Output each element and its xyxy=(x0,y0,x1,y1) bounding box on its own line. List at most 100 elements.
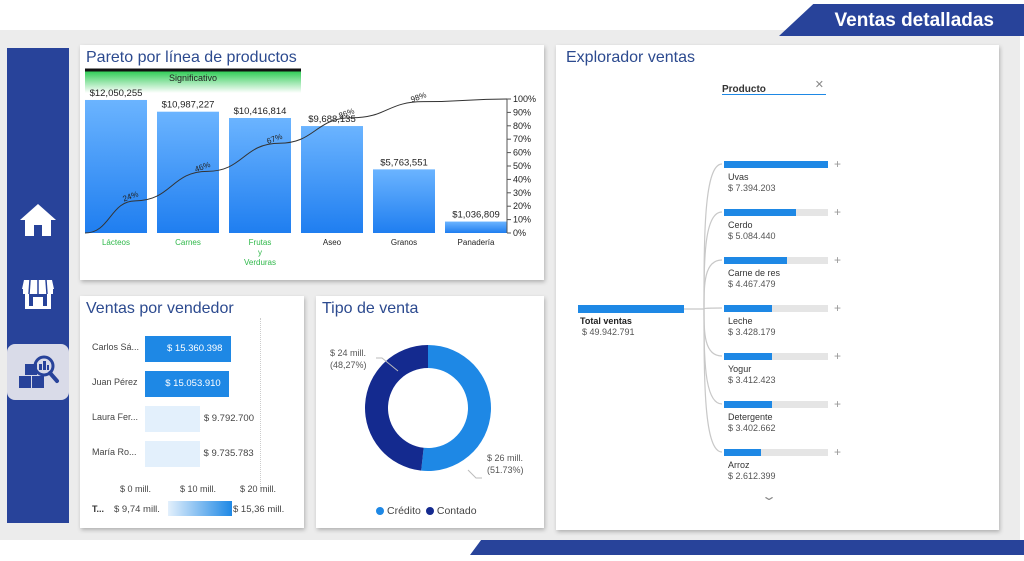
legend-dot-contado xyxy=(425,507,434,515)
leader-line-contado xyxy=(376,357,399,372)
vendedor-value: $ 15.360.398 xyxy=(167,343,223,354)
bottom-accent-bar xyxy=(470,540,1024,555)
pct-tick-label: 90% xyxy=(513,107,531,117)
pareto-value-label: $10,987,227 xyxy=(162,100,215,111)
vendedor-row[interactable]: Laura Fer... $ 9.792.700 xyxy=(80,404,300,434)
home-icon xyxy=(20,204,56,236)
tipo-venta-title: Tipo de venta xyxy=(322,300,419,317)
pareto-value-label: $10,416,814 xyxy=(234,106,287,117)
tree-bar-track xyxy=(724,401,828,408)
pareto-bar xyxy=(301,126,363,233)
axis-tick-10: $ 10 mill. xyxy=(180,484,217,494)
tree-bar[interactable] xyxy=(724,305,773,312)
axis-tick-0: $ 0 mill. xyxy=(120,484,152,494)
credito-amount-label: $ 26 mill. xyxy=(487,453,524,463)
vendedor-bar[interactable] xyxy=(145,406,200,432)
field-label: Producto xyxy=(722,84,766,95)
vendedor-name: Juan Pérez xyxy=(92,377,138,387)
tree-bar-track xyxy=(724,353,828,360)
expand-plus-icon[interactable]: + xyxy=(834,349,842,363)
tipo-venta-card: Tipo de venta $ 24 mill. (48,27%) $ 26 m… xyxy=(316,296,544,528)
tree-node-value: $ 7.394.203 xyxy=(728,183,776,193)
vendedor-bar[interactable] xyxy=(145,371,230,397)
tree-node[interactable]: + Carne de res $ 4.467.479 xyxy=(724,253,844,297)
tree-node-label: Cerdo xyxy=(728,220,753,230)
root-bar[interactable] xyxy=(578,305,684,313)
sidebar xyxy=(7,48,69,523)
tree-node-label: Yogur xyxy=(728,364,752,374)
vendedor-bar[interactable] xyxy=(145,441,200,467)
tree-bar[interactable] xyxy=(724,209,796,216)
tree-node-label: Carne de res xyxy=(728,268,781,278)
chevron-down-icon[interactable]: ⌄ xyxy=(760,489,778,503)
tree-bar[interactable] xyxy=(724,353,772,360)
pareto-value-label: $9,688,135 xyxy=(308,114,356,125)
vendedor-bar[interactable] xyxy=(145,336,231,362)
donut-chart xyxy=(365,345,491,479)
pareto-bar xyxy=(373,169,435,233)
tree-node[interactable]: + Detergente $ 3.402.662 xyxy=(724,397,844,441)
tree-node[interactable]: + Leche $ 3.428.179 xyxy=(724,301,844,345)
tree-bar[interactable] xyxy=(724,161,828,168)
expand-plus-icon[interactable]: + xyxy=(834,301,842,315)
pareto-chart: Significativo $12,050,255 Lácteos $10,987,2… xyxy=(84,68,536,267)
pareto-bar xyxy=(157,111,219,233)
pareto-category-label: Aseo xyxy=(323,238,342,247)
tree-node-value: $ 5.084.440 xyxy=(728,231,776,241)
tree-node[interactable]: + Uvas $ 7.394.203 xyxy=(724,157,844,201)
pareto-title: Pareto por línea de productos xyxy=(86,49,297,66)
vendedor-name: Laura Fer... xyxy=(92,412,139,422)
tree-node[interactable]: + Arroz $ 2.612.399 xyxy=(724,445,844,489)
pct-tick-label: 60% xyxy=(513,148,531,158)
pareto-category-label: Granos xyxy=(391,238,417,247)
contado-amount-label: $ 24 mill. xyxy=(330,348,367,358)
explorer-card: Explorador ventas Producto ✕ Total venta… xyxy=(556,45,999,530)
tree-node-value: $ 3.412.423 xyxy=(728,375,776,385)
inventory-search-icon xyxy=(19,355,59,388)
pct-tick-label: 40% xyxy=(513,174,531,184)
tree-node[interactable]: + Yogur $ 3.412.423 xyxy=(724,349,844,393)
pareto-bar xyxy=(85,99,147,233)
expand-plus-icon[interactable]: + xyxy=(834,445,842,459)
vendedor-value: $ 15.053.910 xyxy=(165,378,221,389)
tree-node-label: Uvas xyxy=(728,172,749,182)
tree-node-value: $ 4.467.479 xyxy=(728,279,776,289)
expand-plus-icon[interactable]: + xyxy=(834,397,842,411)
pct-tick-label: 0% xyxy=(513,228,526,238)
legend-credito[interactable]: Crédito xyxy=(387,505,421,517)
expand-plus-icon[interactable]: + xyxy=(834,157,842,171)
header-tab xyxy=(779,4,1024,36)
pareto-category-label: Panadería xyxy=(458,238,495,247)
expand-plus-icon[interactable]: + xyxy=(834,253,842,267)
tree-bar[interactable] xyxy=(724,401,772,408)
nav-home-button[interactable] xyxy=(7,192,69,248)
pareto-category-label: Verduras xyxy=(244,258,276,267)
pareto-value-label: $1,036,809 xyxy=(452,210,500,221)
tree-node[interactable]: + Cerdo $ 5.084.440 xyxy=(724,205,844,249)
close-icon[interactable]: ✕ xyxy=(814,79,824,91)
tree-connector xyxy=(703,308,723,405)
vendedor-row[interactable]: Carlos Sá... $ 15.360.398 xyxy=(80,334,300,364)
nav-inventory-button[interactable] xyxy=(7,344,69,400)
tree-bar[interactable] xyxy=(724,449,761,456)
credito-pct-label: (51.73%) xyxy=(487,465,524,475)
tree-bar[interactable] xyxy=(724,257,787,264)
nav-store-button[interactable] xyxy=(7,266,69,322)
significance-band xyxy=(85,71,301,93)
gridline xyxy=(260,318,261,488)
legend-contado[interactable]: Contado xyxy=(436,505,477,517)
explorer-title: Explorador ventas xyxy=(566,49,695,66)
vendedor-row[interactable]: Juan Pérez $ 15.053.910 xyxy=(80,369,300,399)
tree-connector xyxy=(703,308,723,453)
pareto-category-label: Frutas xyxy=(249,238,272,247)
tree-connector xyxy=(703,307,723,310)
vendedor-row[interactable]: María Ro... $ 9.735.783 xyxy=(80,439,300,469)
pct-tick-label: 100% xyxy=(513,94,536,104)
field-header[interactable]: Producto ✕ xyxy=(722,79,826,95)
legend-label: T... xyxy=(92,504,105,514)
expand-plus-icon[interactable]: + xyxy=(834,205,842,219)
vendedor-title: Ventas por vendedor xyxy=(86,300,234,317)
legend-max: $ 15,36 mill. xyxy=(233,504,285,515)
tree-connectors xyxy=(684,163,723,453)
